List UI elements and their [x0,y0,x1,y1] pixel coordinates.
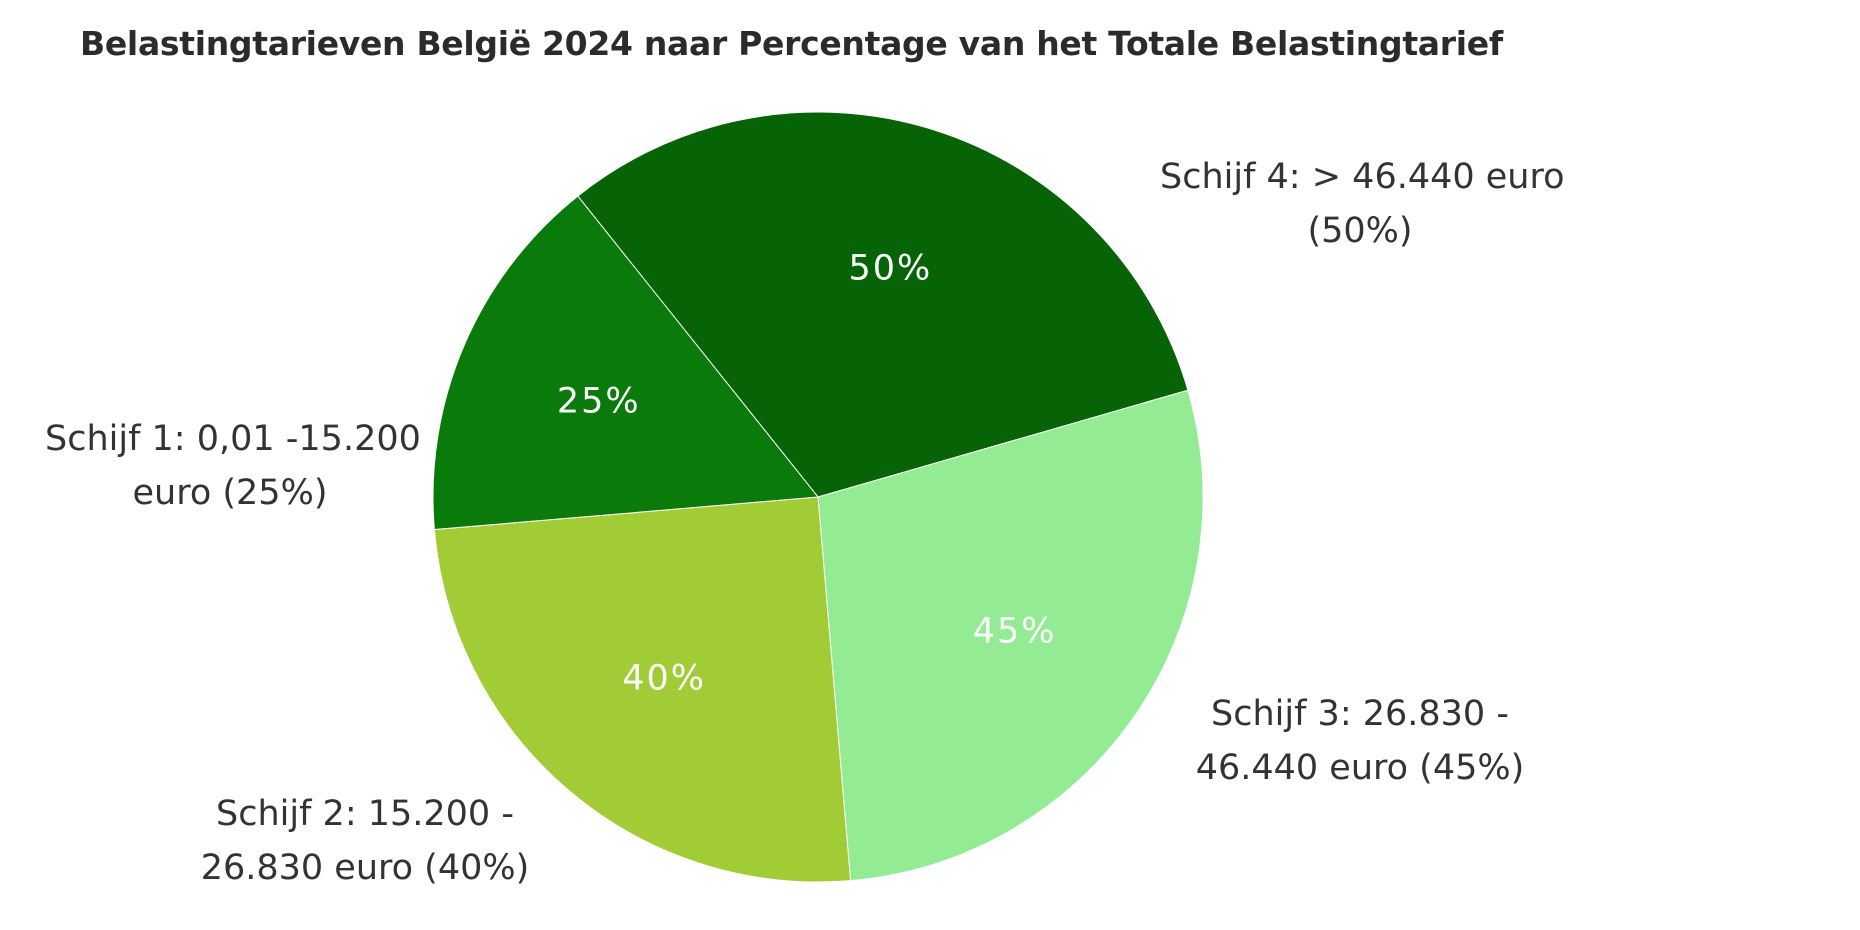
slice-label-schijf-1: Schijf 1: 0,01 -15.200 euro (25%) [45,412,421,520]
pie-slice-schijf-1 [432,195,819,531]
slice-label-schijf-3: Schijf 3: 26.830 - 46.440 euro (45%) [1195,687,1525,795]
slice-label-schijf-2: Schijf 2: 15.200 - 26.830 euro (40%) [180,787,550,895]
pie-value-label-schijf-1: 25% [557,382,641,422]
slice-label-schijf-4: Schijf 4: > 46.440 euro (50%) [1160,150,1565,258]
slice-label-schijf-2-line-1: Schijf 2: 15.200 - [216,794,514,834]
pie-value-label-schijf-4: 50% [848,249,932,289]
slice-label-schijf-1-line-2: euro (25%) [132,473,328,513]
pie-slice-schijf-4 [577,111,1189,498]
slice-label-schijf-3-line-1: Schijf 3: 26.830 - [1211,694,1509,734]
slice-label-schijf-1-line-1: Schijf 1: 0,01 -15.200 [45,419,421,459]
pie-value-label-schijf-2: 40% [622,658,706,698]
slice-label-schijf-3-line-2: 46.440 euro (45%) [1195,748,1525,788]
pie-slice-schijf-2 [433,496,852,883]
pie-value-labels: 50% 45% 40% 25% [557,249,1057,699]
pie-slices [432,111,1204,883]
pie-value-label-schijf-3: 45% [973,611,1057,651]
slice-label-schijf-4-line-1: Schijf 4: > 46.440 euro [1160,157,1565,197]
chart-title: Belastingtarieven België 2024 naar Perce… [80,24,1503,63]
slice-label-schijf-2-line-2: 26.830 euro (40%) [200,848,530,888]
slice-label-schijf-4-line-2: (50%) [1307,211,1413,251]
pie-slice-schijf-3 [817,389,1204,882]
